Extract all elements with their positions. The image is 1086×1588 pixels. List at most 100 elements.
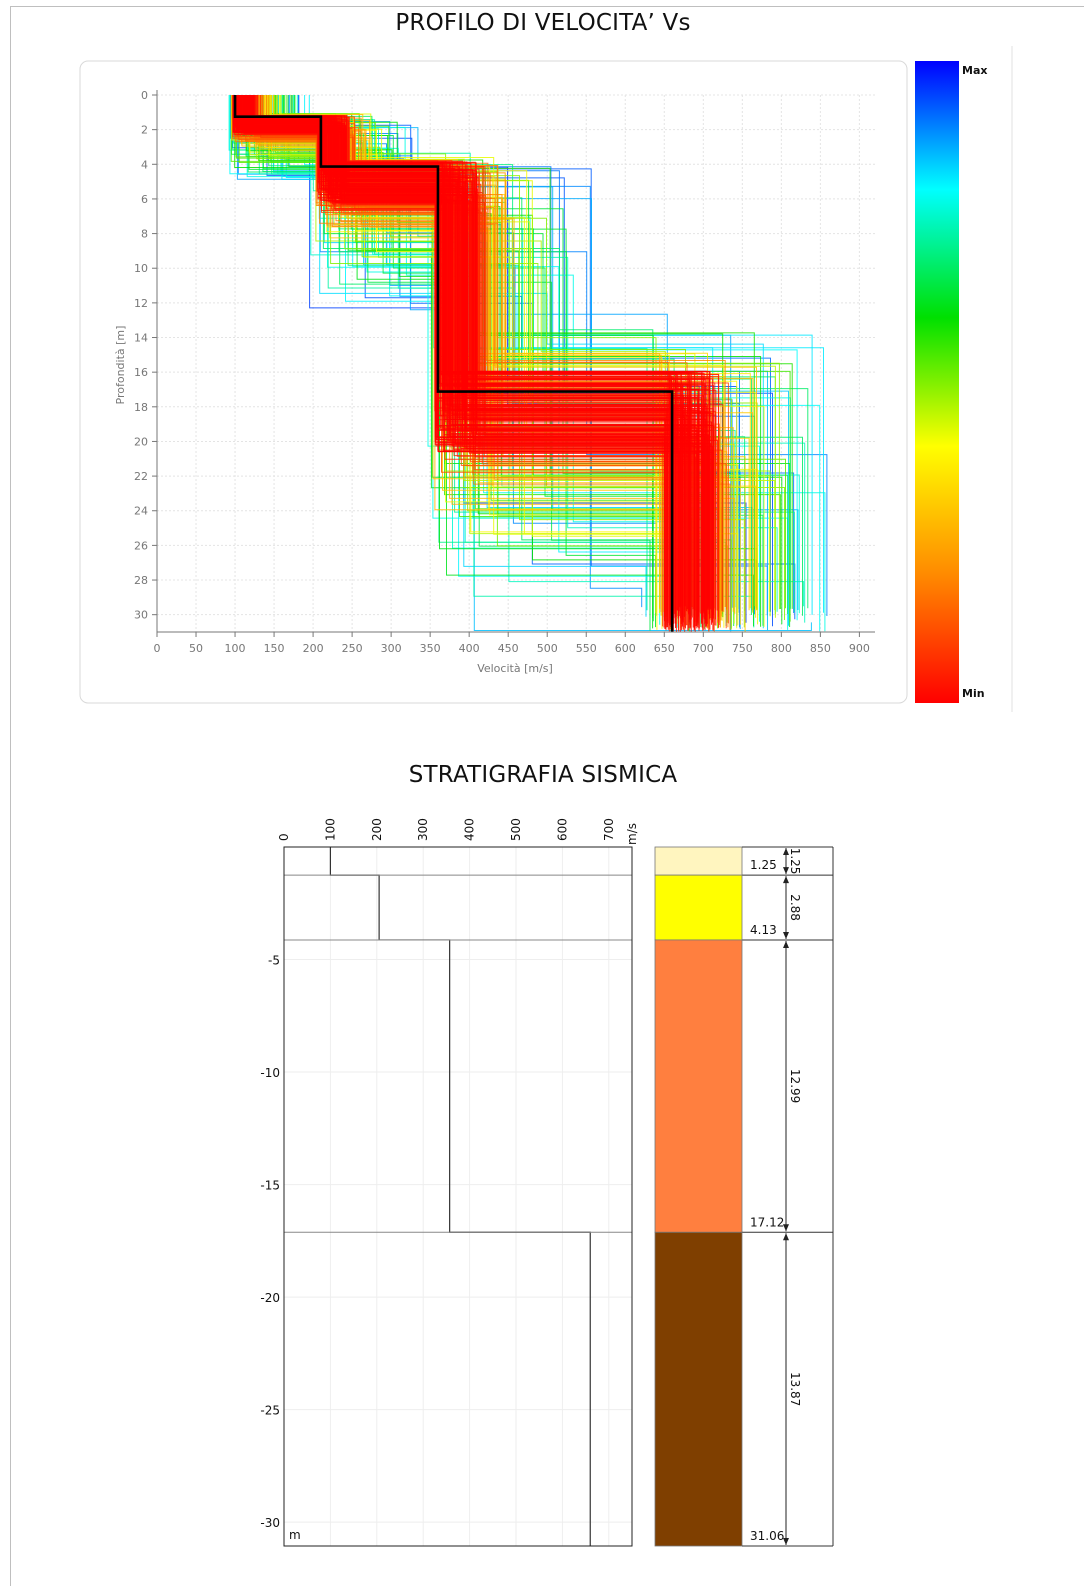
x-tick-label: 500	[537, 642, 558, 655]
arrow-up	[783, 940, 789, 948]
y-tick-label: 26	[134, 539, 148, 552]
y-tick-label: -30	[260, 1516, 280, 1530]
layer-thickness-label: 1.25	[788, 848, 802, 875]
x-tick-label: 100	[225, 642, 246, 655]
x-tick-label: 750	[732, 642, 753, 655]
layer-depth-label: 17.12	[750, 1215, 784, 1229]
y-tick-label: 28	[134, 574, 148, 587]
arrow-down	[783, 1224, 789, 1232]
layer-column: 1.25 1.25 4.13 2.88 17.12 12.99 31.06 13.87	[654, 846, 834, 1547]
x-tick-label: 150	[264, 642, 285, 655]
x-tick-label: 700	[693, 642, 714, 655]
y-tick-label: -20	[260, 1291, 280, 1305]
axes: 0 100 200 300 400 500 600 700 -5 -10 -15 -20 -25 -30	[260, 818, 633, 1547]
y-tick-label: 12	[134, 297, 148, 310]
layer-depth-label: 1.25	[750, 858, 777, 872]
x-tick-label: 600	[555, 818, 569, 841]
page-frame	[10, 6, 1084, 1586]
layer-thickness-label: 12.99	[788, 1069, 802, 1103]
arrow-down	[783, 931, 789, 939]
plot-frame	[283, 846, 633, 1547]
layer-3	[654, 939, 743, 1233]
x-tick-label: 200	[303, 642, 324, 655]
x-tick-label: 550	[576, 642, 597, 655]
x-tick-label: 200	[370, 818, 384, 841]
y-tick-label: 18	[134, 401, 148, 414]
x-tick-label: 300	[416, 818, 430, 841]
colorbar-max-label: Max	[962, 64, 987, 77]
trial-profile-line	[252, 95, 706, 631]
layer-depth-label: 4.13	[750, 923, 777, 937]
trial-profile-line	[252, 95, 673, 627]
trial-profile-line	[240, 95, 696, 611]
x-tick-label: 350	[420, 642, 441, 655]
x-tick-label: 700	[602, 818, 616, 841]
layer-4	[654, 1231, 743, 1547]
colorbar-min-label: Min	[962, 687, 985, 700]
axes: 0 50 100 150 200 250 300 350 400 450 500 550 600 650 7…	[134, 89, 875, 655]
y-tick-label: 22	[134, 470, 148, 483]
layer-thickness-label: 2.88	[788, 894, 802, 921]
layer-1	[654, 846, 743, 876]
best-profile-line	[233, 95, 674, 632]
x-tick-label: 100	[323, 818, 337, 841]
layer-thickness-label: 13.87	[788, 1372, 802, 1406]
x-tick-label: 500	[509, 818, 523, 841]
trial-profile-line	[245, 95, 674, 629]
layer-depth-label: 31.06	[750, 1529, 784, 1543]
trial-profile-line	[240, 95, 666, 629]
trial-profile-line	[236, 95, 668, 625]
x-tick-label: 850	[810, 642, 831, 655]
x-tick-label: 450	[498, 642, 519, 655]
arrow-down	[783, 867, 789, 875]
y-tick-label: 16	[134, 366, 148, 379]
y-tick-label: 30	[134, 609, 148, 622]
x-axis-label: Velocità [m/s]	[477, 662, 553, 675]
x-tick-label: 800	[771, 642, 792, 655]
y-tick-label: 6	[141, 193, 148, 206]
y-tick-label: 24	[134, 505, 148, 518]
velocity-profile-chart: 0 50 100 150 200 250 300 350 400 450 500 550 600 650 7…	[79, 46, 1013, 712]
colorbar	[915, 61, 959, 703]
y-tick-label: 0	[141, 89, 148, 102]
trial-profile-line	[236, 95, 687, 611]
y-axis-label: Profondità [m]	[114, 326, 127, 405]
y-tick-label: 4	[141, 158, 148, 171]
x-tick-label: 250	[342, 642, 363, 655]
y-tick-label: -15	[260, 1179, 280, 1193]
x-tick-label: 50	[189, 642, 203, 655]
y-tick-label: -5	[268, 954, 280, 968]
x-tick-label: 650	[654, 642, 675, 655]
y-tick-label: 20	[134, 435, 148, 448]
y-tick-label: 2	[141, 124, 148, 137]
vs-step-line	[329, 847, 591, 1546]
trial-profile-line	[234, 95, 672, 614]
trial-profile-line	[259, 95, 780, 610]
y-tick-label: 8	[141, 228, 148, 241]
x-tick-label: 900	[849, 642, 870, 655]
arrow-up	[783, 848, 789, 855]
vs-profile	[284, 847, 632, 1546]
y-tick-label: 10	[134, 262, 148, 275]
x-tick-label: 400	[459, 642, 480, 655]
arrow-up	[783, 1233, 789, 1241]
x-tick-label: 400	[463, 818, 477, 841]
trial-profiles	[228, 95, 828, 632]
stratigraphy-chart-title: STRATIGRAFIA SISMICA	[408, 762, 678, 788]
grid	[284, 847, 632, 1546]
arrow-up	[783, 876, 789, 884]
stratigraphy-chart: 0 100 200 300 400 500 600 700-5-10-15-20-25-30 …	[260, 818, 834, 1547]
x-tick-label: 0	[277, 833, 291, 841]
best-profile	[233, 95, 674, 632]
y-tick-label: -10	[260, 1066, 280, 1080]
x-tick-label: 600	[615, 642, 636, 655]
profile-chart-title: PROFILO DI VELOCITA’ Vs	[395, 10, 691, 36]
trial-profile-line	[304, 95, 671, 623]
y-tick-label: -25	[260, 1404, 280, 1418]
trial-profile-line	[241, 95, 708, 624]
x-tick-label: 300	[381, 642, 402, 655]
layer-2	[654, 874, 743, 941]
y-tick-label: 14	[134, 332, 148, 345]
x-unit-label: m/s	[625, 823, 639, 845]
x-tick-label: 0	[154, 642, 161, 655]
